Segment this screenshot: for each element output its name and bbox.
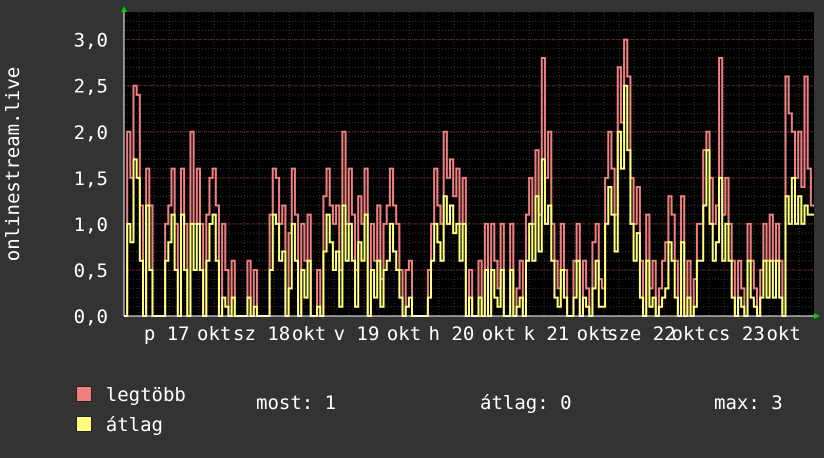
y-tick-label: 1,0 [74,214,108,236]
x-tick-label: v 19 [334,323,380,345]
plot-background [124,12,814,316]
x-tick-label: h 20 [429,323,475,345]
stat-max: max: 3 [714,392,783,414]
y-tick-label: 2,0 [74,122,108,144]
y-tick-label: 2,5 [74,76,108,98]
x-tick-label: okt [292,323,326,345]
grid [124,12,814,316]
chart: 0,00,51,01,52,02,53,0 p 17 okt sz 18 okt v 1… [2,6,820,345]
x-tick-label: p 17 [144,323,190,345]
chart-container: 0,0 0,5 1,0 1,5 2,0 2,5 3,0 p 17 okt sz 18 okt v 1… [2,6,820,436]
y-tick-label: 1,5 [74,168,108,190]
axes [121,6,820,319]
x-tick-label: okt [672,323,706,345]
x-tick-label: okt [766,323,800,345]
x-tick-labels: p 17 okt sz 18 okt v 19 okt h 20 okt k 21 oktsze … [144,323,801,345]
legend-item-atlag: átlag [30,392,163,458]
x-tick-label: okt [387,323,421,345]
x-tick-label: sze 22 [607,323,676,345]
legend-swatch-legtobb [75,386,92,402]
x-tick-label: okt [577,323,611,345]
legend-label: legtöbb [105,384,186,406]
y-tick-label: 3,0 [74,30,108,52]
legend-item-legtobb: legtöbb [30,362,186,428]
x-tick-label: okt [197,323,231,345]
y-axis-label: onlinestream.live [2,67,24,261]
x-axis-arrow-icon [814,313,820,319]
y-axis-arrow-icon [121,6,127,12]
x-tick-label: sz 18 [233,323,290,345]
stat-average: átlag: 0 [480,392,572,414]
y-tick-label: 0,0 [74,306,108,328]
legend-label: átlag [105,414,163,436]
y-tick-label: 0,5 [74,260,108,282]
x-tick-label: cs 23 [708,323,765,345]
x-tick-label: okt [482,323,516,345]
x-tick-label: k 21 [523,323,569,345]
y-tick-labels: 0,0 0,5 1,0 1,5 2,0 2,5 3,0 [74,30,108,328]
stat-current: most: 1 [256,392,337,414]
